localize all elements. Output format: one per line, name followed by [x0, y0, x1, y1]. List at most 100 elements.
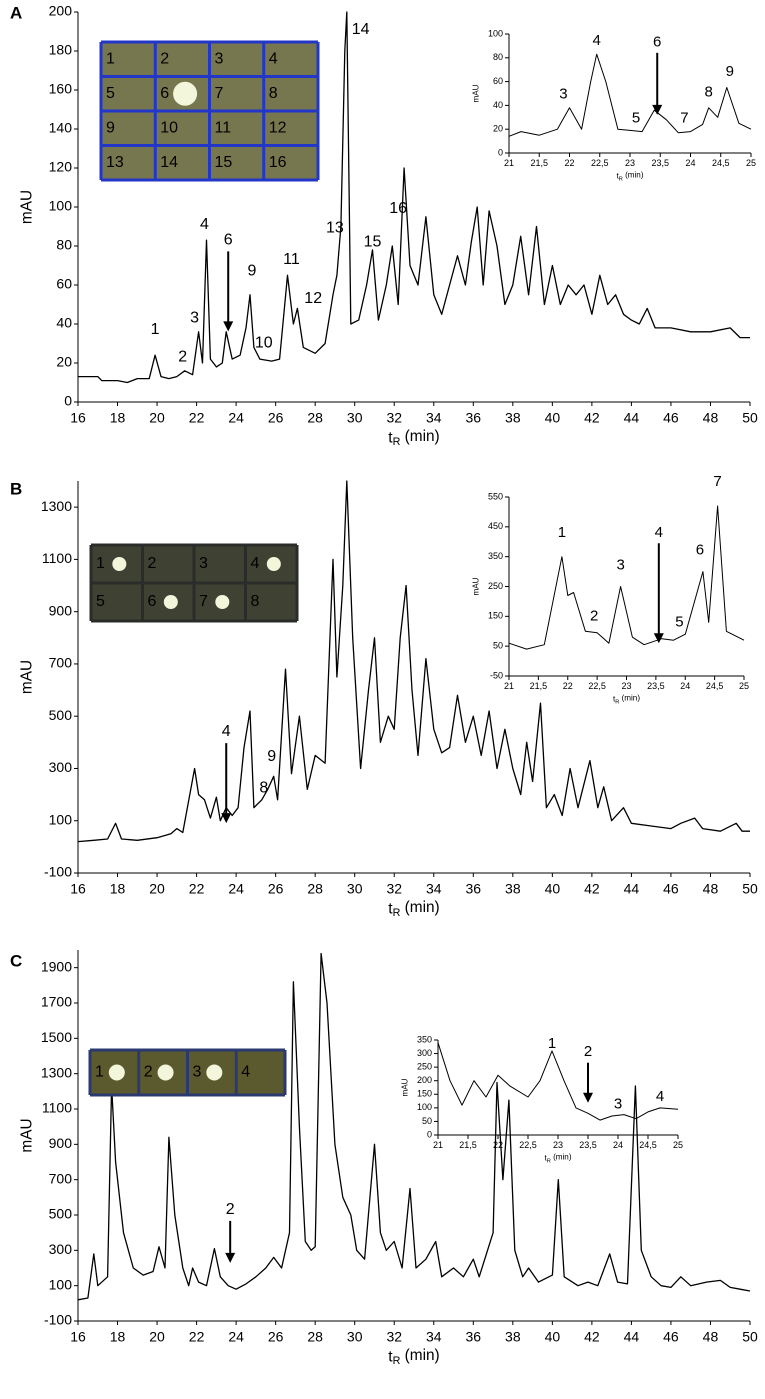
plate-label: 1: [95, 1064, 104, 1081]
arrow-head: [225, 1252, 236, 1263]
y-tick-label: 500: [49, 707, 73, 723]
plate-label: 6: [160, 85, 169, 102]
y-tick-label: 20: [56, 354, 72, 370]
y-tick-label: 1700: [41, 994, 72, 1010]
x-tick-label: 21: [504, 681, 514, 691]
x-axis-label-part: R: [547, 1158, 551, 1164]
y-axis-label: mAU: [401, 1078, 410, 1096]
peak-label: 15: [364, 233, 382, 250]
x-tick-label: 16: [70, 1329, 86, 1345]
arrow-head: [221, 813, 232, 824]
x-axis-label-part: R: [615, 699, 619, 705]
peak-label: 3: [614, 1096, 622, 1113]
x-axis-label-part: t: [388, 1348, 393, 1365]
y-tick-label: 900: [49, 1135, 73, 1151]
y-tick-label: 140: [49, 120, 73, 136]
x-tick-label: 18: [110, 410, 126, 426]
x-tick-label: 22: [563, 681, 573, 691]
y-tick-label: 50: [493, 641, 503, 651]
plate-label: 3: [215, 50, 224, 67]
x-axis-label-part: (min): [400, 428, 439, 445]
panel-letter: A: [10, 3, 22, 22]
x-tick-label: 48: [703, 1329, 719, 1345]
plate-label: 8: [269, 85, 278, 102]
spot: [206, 1064, 223, 1081]
arrow-head: [223, 321, 234, 332]
y-tick-label: 100: [49, 811, 73, 827]
y-tick-label: 40: [493, 100, 503, 110]
peak-label: 2: [178, 348, 187, 365]
y-tick-label: 120: [49, 159, 73, 175]
spot: [215, 595, 230, 609]
x-tick-label: 40: [545, 410, 561, 426]
peak-label: 9: [267, 748, 276, 765]
panel-letter: C: [10, 951, 22, 970]
x-axis-label-part: t: [388, 900, 393, 917]
x-tick-label: 21: [504, 158, 514, 168]
x-tick-label: 24: [228, 410, 244, 426]
x-axis-label-part: R: [393, 1355, 401, 1367]
plate-label: 5: [96, 593, 105, 610]
x-tick-label: 38: [505, 1329, 521, 1345]
spot: [163, 595, 178, 609]
peak-label: 1: [558, 524, 566, 541]
y-tick-label: 900: [49, 602, 73, 618]
x-tick-label: 44: [624, 1329, 640, 1345]
x-tick-label: 30: [347, 410, 363, 426]
x-tick-label: 30: [347, 881, 363, 897]
y-tick-label: 40: [56, 315, 72, 331]
arrow-head: [583, 1092, 593, 1103]
x-axis-label: tR (min): [388, 428, 439, 448]
x-tick-label: 38: [505, 881, 521, 897]
peak-label: 2: [584, 1043, 592, 1060]
x-tick-label: 48: [703, 881, 719, 897]
peak-label: 14: [352, 21, 370, 38]
plate-label: 4: [269, 50, 278, 67]
x-tick-label: 32: [386, 1329, 402, 1345]
y-tick-label: 60: [56, 276, 72, 292]
y-tick-label: 0: [64, 393, 72, 409]
y-tick-label: 300: [417, 1048, 432, 1058]
x-tick-label: 40: [545, 1329, 561, 1345]
x-tick-label: 16: [70, 881, 86, 897]
x-tick-label: 24: [685, 158, 695, 168]
x-tick-label: 25: [739, 681, 749, 691]
x-tick-label: 22,5: [591, 158, 609, 168]
plate-label: 4: [251, 555, 260, 572]
spot: [173, 81, 198, 106]
peak-label: 5: [675, 613, 683, 630]
plate-label: 3: [199, 555, 208, 572]
plate-label: 4: [241, 1064, 250, 1081]
x-tick-label: 20: [149, 1329, 165, 1345]
x-axis-label-part: (min): [619, 694, 640, 703]
y-tick-label: -100: [44, 864, 72, 880]
y-axis-label: mAU: [472, 577, 481, 595]
y-tick-label: 100: [488, 28, 503, 38]
x-tick-label: 36: [466, 410, 482, 426]
x-tick-label: 18: [110, 881, 126, 897]
y-tick-label: 350: [488, 551, 503, 561]
peak-label: 4: [656, 1088, 664, 1105]
y-tick-label: 200: [49, 3, 73, 19]
plate-label: 16: [269, 154, 287, 171]
trace: [77, 480, 750, 843]
peak-label: 13: [326, 220, 344, 237]
x-tick-label: 50: [742, 881, 758, 897]
y-tick-label: 150: [417, 1089, 432, 1099]
x-axis-label: tR (min): [616, 171, 643, 182]
x-tick-label: 38: [505, 410, 521, 426]
y-axis-label: mAU: [19, 190, 36, 224]
x-tick-label: 40: [545, 881, 561, 897]
x-tick-label: 21: [433, 1140, 443, 1150]
spot: [112, 557, 127, 571]
x-tick-label: 26: [268, 410, 284, 426]
trace: [77, 952, 751, 1301]
y-tick-label: 200: [417, 1075, 432, 1085]
x-tick-label: 23: [621, 681, 631, 691]
plate-label: 12: [269, 119, 287, 136]
plate-label: 10: [160, 119, 178, 136]
x-tick-label: 30: [347, 1329, 363, 1345]
plate-label: 6: [148, 593, 157, 610]
x-axis-label-part: (min): [400, 1347, 439, 1364]
